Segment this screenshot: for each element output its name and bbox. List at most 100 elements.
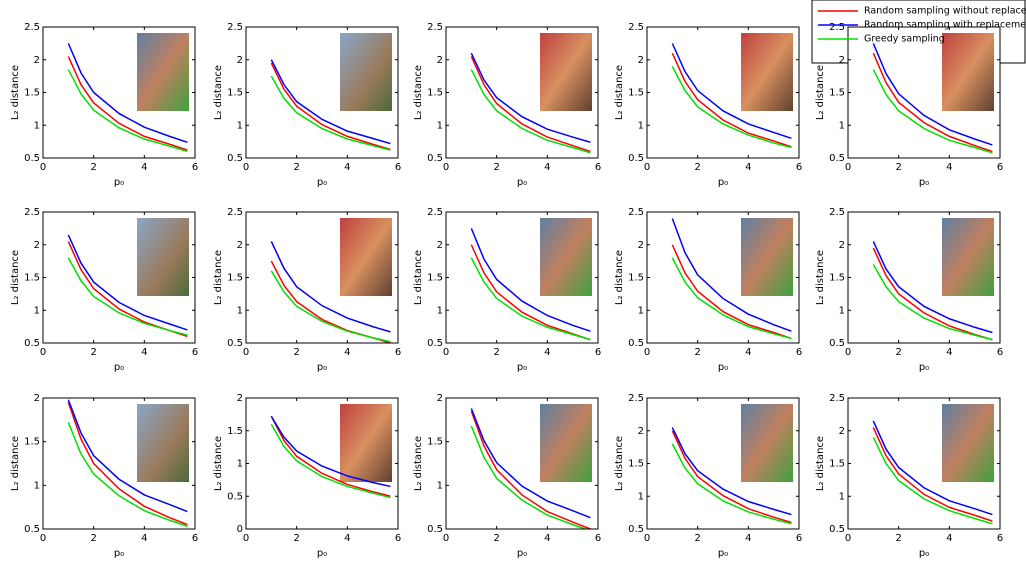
subplot: 0 2 4 6 0.5 1 1.5 2 2.5 p₀ L₂ distance (614, 22, 802, 188)
thumbnail (741, 33, 793, 111)
series-line (270, 415, 391, 488)
x-tick-label: 4 (344, 533, 350, 544)
y-tick-label: 2.5 (628, 207, 644, 218)
x-tick-label: 4 (745, 162, 751, 173)
y-tick-label: 1.5 (829, 459, 845, 470)
x-tick-label: 2 (895, 162, 901, 173)
x-axis-label: p₀ (718, 548, 728, 559)
axes-frame (445, 26, 599, 159)
series-line (671, 430, 792, 524)
y-tick-label: 1 (638, 491, 644, 502)
y-tick-label: 1.5 (24, 88, 40, 99)
subplot: 0 2 4 6 0.5 1 1.5 2 2.5 p₀ L₂ distance (815, 393, 1003, 559)
y-tick-label: 2 (638, 240, 644, 251)
x-tick-label: 6 (395, 533, 401, 544)
series-line (671, 257, 792, 340)
x-tick-label: 2 (293, 347, 299, 358)
x-tick-label: 0 (644, 162, 650, 173)
subplot: 0 2 4 6 0.5 1 1.5 2 2.5 p₀ L₂ distance (614, 207, 802, 373)
x-tick-label: 4 (344, 162, 350, 173)
thumbnail (137, 404, 189, 482)
x-tick-label: 2 (293, 162, 299, 173)
axes-frame (646, 26, 800, 159)
series-line (270, 270, 391, 343)
y-tick-label: 2.5 (24, 22, 40, 33)
subplot: 0 2 4 6 0.5 1 1.5 2 2.5 p₀ L₂ distance (815, 207, 1003, 373)
y-tick-label: 2 (638, 55, 644, 66)
x-axis-label: p₀ (517, 548, 527, 559)
y-tick-label: 1.5 (427, 88, 443, 99)
x-axis-label: p₀ (317, 177, 327, 188)
y-tick-label: 2.5 (829, 22, 845, 33)
x-axis-label: p₀ (114, 362, 124, 373)
x-tick-label: 4 (544, 347, 550, 358)
x-tick-label: 6 (192, 162, 198, 173)
thumbnail (340, 218, 392, 296)
series-line (872, 436, 993, 525)
x-tick-label: 6 (395, 347, 401, 358)
series-line (872, 43, 993, 146)
x-axis-label: p₀ (317, 548, 327, 559)
series-line (270, 62, 391, 151)
series-line (470, 52, 591, 143)
y-tick-label: 1.5 (427, 437, 443, 448)
y-axis-label: L₂ distance (413, 250, 424, 305)
x-tick-label: 0 (40, 162, 46, 173)
series-line (470, 257, 591, 341)
series-line (470, 410, 591, 529)
y-axis-label: L₂ distance (213, 250, 224, 305)
x-tick-label: 0 (243, 533, 249, 544)
series-line (270, 415, 391, 497)
y-tick-label: 0.5 (628, 338, 644, 349)
x-tick-label: 2 (694, 347, 700, 358)
x-tick-label: 6 (997, 533, 1003, 544)
y-tick-label: 0.5 (24, 153, 40, 164)
y-tick-label: 1 (34, 120, 40, 131)
thumbnail (340, 404, 392, 482)
y-tick-label: 2 (437, 240, 443, 251)
y-tick-label: 1 (34, 480, 40, 491)
legend-label: Greedy sampling (864, 34, 945, 45)
y-tick-label: 1.5 (24, 437, 40, 448)
series-line (671, 427, 792, 516)
x-axis-label: p₀ (517, 362, 527, 373)
y-axis-label: L₂ distance (10, 65, 21, 120)
x-tick-label: 0 (40, 533, 46, 544)
y-axis-label: L₂ distance (815, 65, 826, 120)
x-tick-label: 4 (946, 347, 952, 358)
x-tick-label: 2 (293, 533, 299, 544)
x-tick-label: 2 (90, 162, 96, 173)
series-line (67, 69, 188, 153)
y-tick-label: 2 (437, 393, 443, 404)
series-line (671, 244, 792, 340)
y-tick-label: 2 (34, 393, 40, 404)
x-tick-label: 0 (243, 347, 249, 358)
y-tick-label: 1 (437, 305, 443, 316)
x-axis-label: p₀ (919, 362, 929, 373)
y-tick-label: 1.5 (227, 88, 243, 99)
y-tick-label: 0.5 (227, 491, 243, 502)
x-tick-label: 4 (745, 347, 751, 358)
series-line (872, 427, 993, 522)
y-tick-label: 0.5 (628, 153, 644, 164)
y-tick-label: 1 (237, 459, 243, 470)
thumbnail (137, 33, 189, 111)
y-axis-label: L₂ distance (213, 65, 224, 120)
x-axis-label: p₀ (718, 362, 728, 373)
y-tick-label: 1 (839, 491, 845, 502)
series-line (67, 234, 188, 331)
series-line (470, 228, 591, 332)
y-tick-label: 1 (237, 305, 243, 316)
series-line (67, 43, 188, 143)
series-line (67, 56, 188, 151)
x-tick-label: 4 (141, 533, 147, 544)
series-line (872, 264, 993, 341)
x-tick-label: 0 (845, 162, 851, 173)
x-tick-label: 4 (745, 533, 751, 544)
y-axis-label: L₂ distance (614, 65, 625, 120)
y-tick-label: 2.5 (427, 207, 443, 218)
series-line (671, 52, 792, 148)
x-tick-label: 6 (796, 533, 802, 544)
subplot: 0 2 4 6 0.5 1 1.5 2 2.5 p₀ L₂ distance (213, 22, 401, 188)
